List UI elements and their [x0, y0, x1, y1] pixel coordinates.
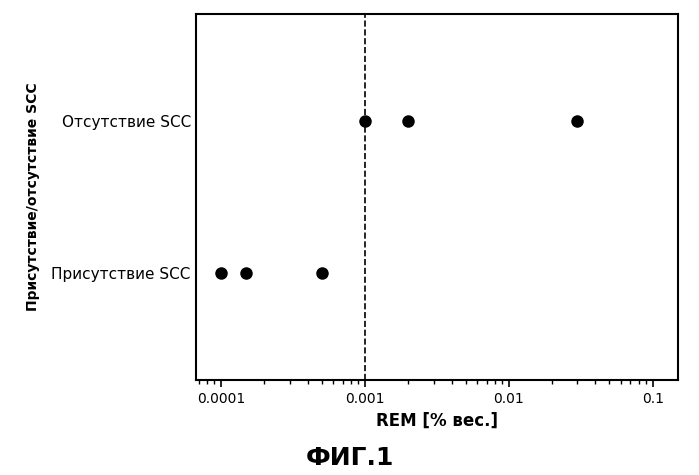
Y-axis label: Присутствие/отсутствие SCC: Присутствие/отсутствие SCC [27, 83, 41, 312]
Text: ФИГ.1: ФИГ.1 [305, 446, 394, 470]
X-axis label: REM [% вес.]: REM [% вес.] [376, 411, 498, 429]
